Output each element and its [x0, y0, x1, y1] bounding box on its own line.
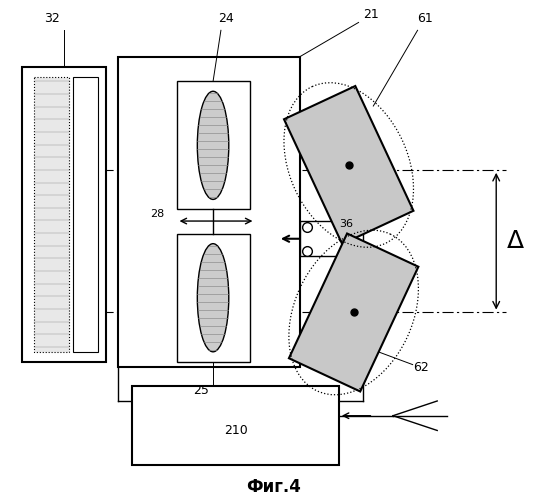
Text: Фиг.4: Фиг.4 [247, 478, 301, 496]
Bar [177, 234, 250, 362]
Text: 62: 62 [413, 362, 428, 374]
Text: 28: 28 [150, 209, 164, 219]
Text: 25: 25 [193, 384, 209, 397]
Text: 32: 32 [44, 12, 60, 26]
Bar [132, 386, 339, 465]
Text: 24: 24 [218, 12, 234, 26]
Text: 21: 21 [363, 8, 379, 20]
Text: 210: 210 [224, 424, 248, 437]
Bar [300, 221, 363, 256]
Polygon shape [284, 86, 413, 244]
Bar [177, 82, 250, 210]
Bar [34, 76, 69, 352]
Text: 61: 61 [418, 12, 433, 26]
Bar [74, 76, 98, 352]
Ellipse shape [197, 92, 229, 200]
Text: $\Delta$: $\Delta$ [506, 228, 525, 252]
Polygon shape [289, 234, 418, 392]
Bar [23, 66, 106, 362]
Ellipse shape [197, 244, 229, 352]
Bar [117, 57, 300, 366]
Text: 36: 36 [339, 219, 353, 229]
